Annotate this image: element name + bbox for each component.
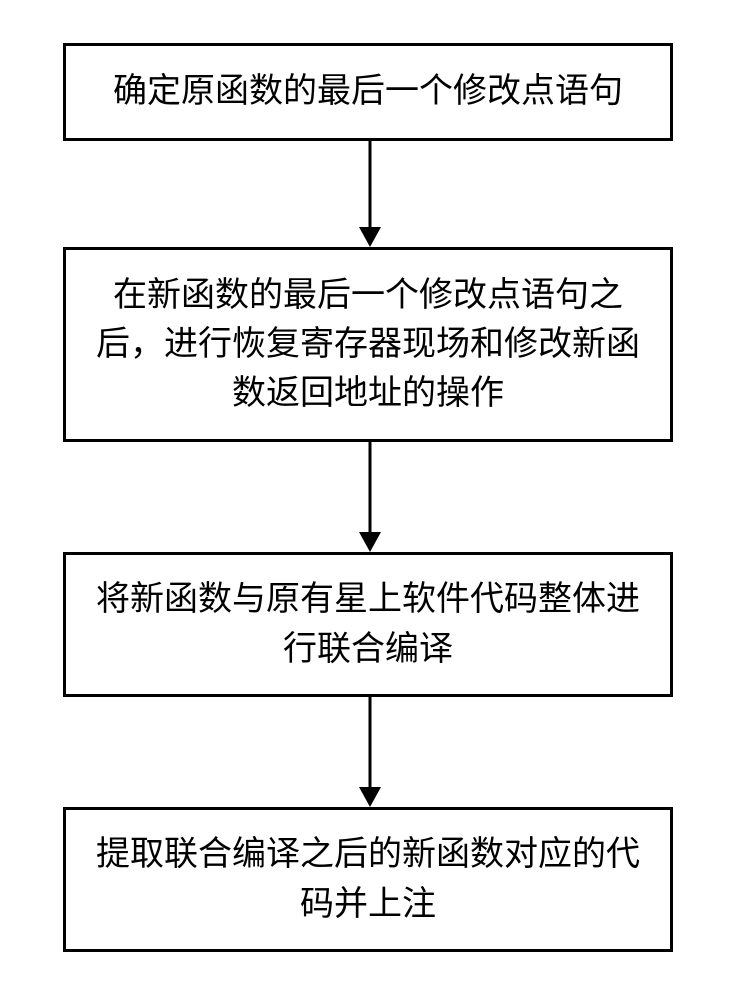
flowchart-step-3-text: 将新函数与原有星上软件代码整体进行联合编译: [86, 575, 650, 674]
arrow-3-head: [359, 787, 381, 807]
flowchart-step-2-text: 在新函数的最后一个修改点语句之后，进行恢复寄存器现场和修改新函数返回地址的操作: [86, 271, 650, 419]
flowchart-step-1: 确定原函数的最后一个修改点语句: [63, 43, 673, 141]
flowchart-step-2: 在新函数的最后一个修改点语句之后，进行恢复寄存器现场和修改新函数返回地址的操作: [63, 247, 673, 442]
flowchart-step-4-text: 提取联合编译之后的新函数对应的代码并上注: [86, 830, 650, 929]
arrow-2-head: [359, 532, 381, 552]
arrow-2-line: [369, 442, 372, 532]
flowchart-canvas: 确定原函数的最后一个修改点语句 在新函数的最后一个修改点语句之后，进行恢复寄存器…: [0, 0, 740, 1000]
flowchart-step-3: 将新函数与原有星上软件代码整体进行联合编译: [63, 552, 673, 697]
arrow-3-line: [369, 697, 372, 787]
arrow-1-head: [359, 227, 381, 247]
flowchart-step-4: 提取联合编译之后的新函数对应的代码并上注: [63, 807, 673, 952]
flowchart-step-1-text: 确定原函数的最后一个修改点语句: [113, 67, 623, 116]
arrow-1-line: [369, 141, 372, 227]
